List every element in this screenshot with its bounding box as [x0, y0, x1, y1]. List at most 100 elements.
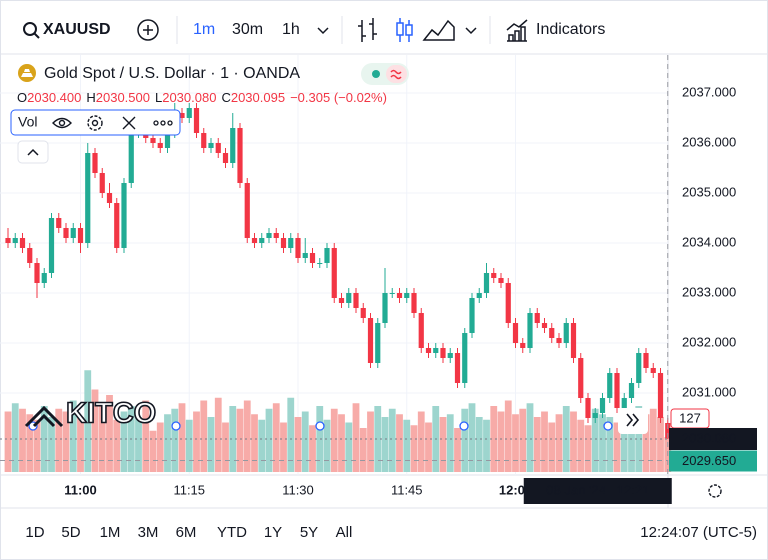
candle-body	[389, 293, 395, 294]
volume-bar	[106, 395, 113, 472]
interval-button[interactable]: 30m	[232, 21, 263, 38]
candle-body	[12, 238, 18, 243]
plot-area: 2031.000 2032.000 2033.000 2034.000 2035.000…	[0, 55, 768, 508]
volume-bar	[207, 417, 215, 472]
style-dropdown[interactable]	[465, 27, 477, 35]
crosshair-price-label: 2029.650	[682, 453, 736, 468]
symbol[interactable]: XAUUSD	[43, 21, 111, 38]
volume-bar	[519, 408, 527, 472]
candle-body	[85, 153, 91, 243]
candle-body	[512, 323, 519, 343]
volume-bar	[620, 411, 628, 472]
volume-bar	[55, 408, 63, 472]
volume-bar	[512, 414, 519, 472]
volume-bar	[338, 414, 345, 472]
candle-body	[27, 248, 33, 263]
volume-bar	[178, 403, 186, 472]
range-button[interactable]: 6M	[176, 524, 197, 541]
y-tick-label: 2035.000	[682, 184, 736, 199]
change-value: −0.305 (−0.02%)	[290, 90, 387, 105]
volume-bar	[294, 417, 302, 472]
range-button[interactable]: 5Y	[300, 524, 318, 541]
range-button[interactable]: All	[336, 524, 353, 541]
crosshair-time-box	[523, 478, 672, 504]
candle-body	[150, 138, 156, 143]
add-symbol[interactable]	[137, 19, 159, 41]
add-icon	[143, 25, 153, 35]
volume-bar	[417, 411, 425, 472]
volume-bar	[475, 417, 483, 472]
range-button[interactable]: 1D	[25, 524, 44, 541]
volume-bar	[541, 411, 548, 472]
axis-settings[interactable]	[708, 484, 722, 498]
event-marker[interactable]	[171, 421, 181, 431]
range-button[interactable]: 1M	[100, 524, 121, 541]
status-icon	[390, 69, 402, 80]
volume-bar	[584, 425, 592, 472]
candle-body	[469, 298, 475, 333]
volume-bar	[635, 406, 643, 472]
candle-body	[128, 133, 134, 183]
volume-bar	[62, 411, 70, 472]
volume-bar	[48, 417, 55, 472]
ohlc-label: C	[221, 90, 230, 105]
volume-bar	[548, 422, 556, 472]
event-marker[interactable]	[603, 421, 613, 431]
x-tick-label: 11:45	[391, 482, 423, 497]
remove-icon[interactable]	[122, 116, 136, 130]
collapse-button[interactable]	[17, 140, 49, 164]
interval-button[interactable]: 1h	[282, 21, 300, 38]
candle-body	[295, 238, 301, 258]
event-marker[interactable]	[315, 421, 325, 431]
candle-body	[193, 108, 200, 133]
settings-icon-center	[91, 119, 99, 127]
candle-body	[440, 348, 446, 358]
interval-button[interactable]: 1m	[193, 21, 215, 38]
candle-body	[527, 313, 533, 348]
event-marker[interactable]	[459, 421, 469, 431]
more-icon[interactable]	[153, 120, 173, 126]
volume-legend[interactable]	[10, 109, 181, 136]
bars-icon[interactable]	[358, 18, 377, 42]
candle-body	[244, 183, 250, 238]
visibility-icon[interactable]	[52, 117, 72, 129]
volume-bar	[120, 411, 128, 472]
volume-bar	[200, 400, 208, 472]
volume-bar	[461, 408, 469, 472]
clock: 12:24:07 (UTC-5)	[640, 524, 757, 541]
candle-body	[338, 298, 345, 303]
candle-body	[447, 353, 453, 358]
candle-body	[288, 238, 294, 248]
candle-body	[462, 333, 468, 383]
y-tick-label: 2036.000	[682, 134, 736, 149]
range-button[interactable]: 5D	[61, 524, 80, 541]
settings-icon[interactable]	[87, 115, 103, 131]
area-icon[interactable]	[422, 19, 455, 41]
indicators-icon[interactable]	[506, 19, 528, 42]
status-dot	[372, 70, 380, 78]
scroll-icon	[626, 413, 640, 427]
candle-body	[505, 283, 511, 323]
volume-bar	[526, 403, 534, 472]
candle-body	[331, 248, 337, 298]
volume-bar	[84, 370, 92, 472]
scroll-button[interactable]	[618, 408, 648, 434]
volume-bar	[323, 419, 331, 472]
candle-body	[657, 373, 664, 418]
toolbar: XAUUSD 1m 30m 1h Indicators	[0, 16, 768, 55]
indicators-button[interactable]: Indicators	[536, 21, 605, 38]
candle-body	[215, 143, 221, 153]
logo-text: KITCO	[66, 398, 156, 430]
volume-bar	[359, 428, 367, 472]
range-button[interactable]: 3M	[138, 524, 159, 541]
search-icon[interactable]	[23, 22, 37, 36]
interval-dropdown[interactable]	[317, 27, 329, 35]
candle-body	[179, 113, 185, 118]
candle-body	[34, 263, 40, 283]
logo: KITCO	[24, 397, 157, 430]
range-button[interactable]: YTD	[217, 524, 247, 541]
range-button[interactable]: 1Y	[264, 524, 282, 541]
candle-body	[665, 423, 671, 439]
volume-bar	[185, 419, 193, 472]
candle-body	[70, 228, 76, 238]
